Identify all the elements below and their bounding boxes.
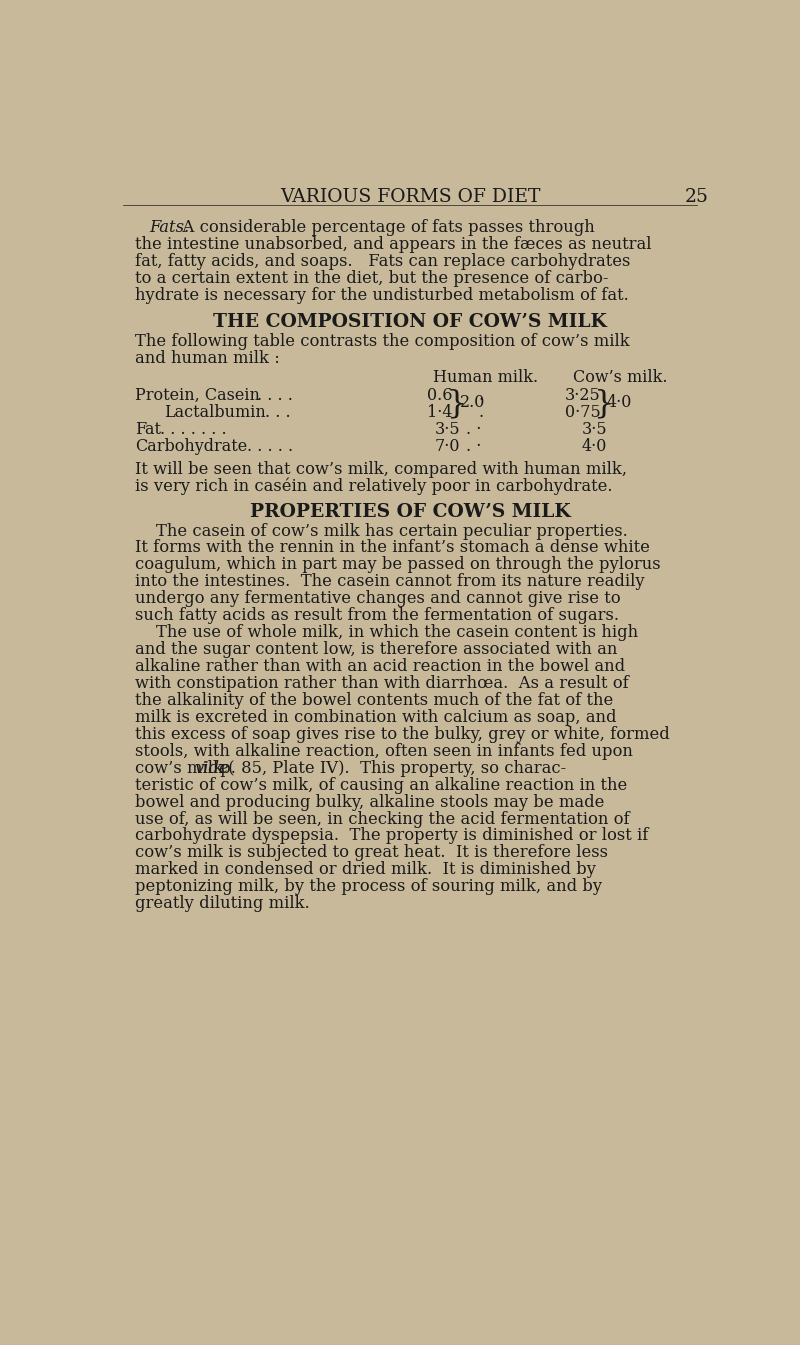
Text: cow’s milk is subjected to great heat.  It is therefore less: cow’s milk is subjected to great heat. I… bbox=[135, 845, 608, 861]
Text: milk is excreted in combination with calcium as soap, and: milk is excreted in combination with cal… bbox=[135, 709, 616, 726]
Text: undergo any fermentative changes and cannot give rise to: undergo any fermentative changes and can… bbox=[135, 590, 621, 608]
Text: The following table contrasts the composition of cow’s milk: The following table contrasts the compos… bbox=[135, 334, 630, 350]
Text: fat, fatty acids, and soaps.   Fats can replace carbohydrates: fat, fatty acids, and soaps. Fats can re… bbox=[135, 253, 630, 270]
Text: greatly diluting milk.: greatly diluting milk. bbox=[135, 896, 310, 912]
Text: It forms with the rennin in the infant’s stomach a dense white: It forms with the rennin in the infant’s… bbox=[135, 539, 650, 557]
Text: alkaline rather than with an acid reaction in the bowel and: alkaline rather than with an acid reacti… bbox=[135, 658, 625, 675]
Text: A considerable percentage of fats passes through: A considerable percentage of fats passes… bbox=[172, 219, 595, 237]
Text: such fatty acids as result from the fermentation of sugars.: such fatty acids as result from the ferm… bbox=[135, 607, 619, 624]
Text: into the intestines.  The casein cannot from its nature readily: into the intestines. The casein cannot f… bbox=[135, 573, 645, 590]
Text: and the sugar content low, is therefore associated with an: and the sugar content low, is therefore … bbox=[135, 642, 618, 658]
Text: . . . .: . . . . bbox=[258, 387, 294, 404]
Text: the alkalinity of the bowel contents much of the fat of the: the alkalinity of the bowel contents muc… bbox=[135, 691, 613, 709]
Text: 3·5: 3·5 bbox=[435, 421, 461, 438]
Text: peptonizing milk, by the process of souring milk, and by: peptonizing milk, by the process of sour… bbox=[135, 878, 602, 896]
Text: with constipation rather than with diarrhœa.  As a result of: with constipation rather than with diarr… bbox=[135, 675, 629, 691]
Text: coagulum, which in part may be passed on through the pylorus: coagulum, which in part may be passed on… bbox=[135, 557, 661, 573]
Text: VARIOUS FORMS OF DIET: VARIOUS FORMS OF DIET bbox=[280, 188, 540, 206]
Text: p. 85, Plate IV).  This property, so charac-: p. 85, Plate IV). This property, so char… bbox=[215, 760, 566, 776]
Text: carbohydrate dyspepsia.  The property is diminished or lost if: carbohydrate dyspepsia. The property is … bbox=[135, 827, 648, 845]
Text: stools, with alkaline reaction, often seen in infants fed upon: stools, with alkaline reaction, often se… bbox=[135, 742, 633, 760]
Text: 0.6: 0.6 bbox=[427, 387, 453, 404]
Text: .: . bbox=[478, 387, 483, 404]
Text: 3·25: 3·25 bbox=[565, 387, 601, 404]
Text: marked in condensed or dried milk.  It is diminished by: marked in condensed or dried milk. It is… bbox=[135, 861, 596, 878]
Text: Cow’s milk.: Cow’s milk. bbox=[573, 369, 667, 386]
Text: 4·0: 4·0 bbox=[607, 394, 632, 412]
Text: 7·0: 7·0 bbox=[435, 438, 460, 455]
Text: The use of whole milk, in which the casein content is high: The use of whole milk, in which the case… bbox=[135, 624, 638, 642]
Text: 25: 25 bbox=[685, 188, 709, 206]
Text: Protein, Casein: Protein, Casein bbox=[135, 387, 260, 404]
Text: cow’s milk (: cow’s milk ( bbox=[135, 760, 234, 776]
Text: Fat: Fat bbox=[135, 421, 161, 438]
Text: . . . . . . .: . . . . . . . bbox=[160, 421, 226, 438]
Text: teristic of cow’s milk, of causing an alkaline reaction in the: teristic of cow’s milk, of causing an al… bbox=[135, 776, 627, 794]
Text: 0·75: 0·75 bbox=[565, 404, 601, 421]
Text: 3·5: 3·5 bbox=[582, 421, 608, 438]
Text: is very rich in caséin and relatively poor in carbohydrate.: is very rich in caséin and relatively po… bbox=[135, 477, 612, 495]
Text: }: } bbox=[447, 389, 467, 420]
Text: }: } bbox=[594, 389, 615, 420]
Text: Human milk.: Human milk. bbox=[434, 369, 538, 386]
Text: The casein of cow’s milk has certain peculiar properties.: The casein of cow’s milk has certain pec… bbox=[135, 522, 628, 539]
Text: Carbohydrate: Carbohydrate bbox=[135, 438, 247, 455]
Text: and human milk :: and human milk : bbox=[135, 350, 280, 367]
Text: PROPERTIES OF COW’S MILK: PROPERTIES OF COW’S MILK bbox=[250, 503, 570, 521]
Text: . ·: . · bbox=[466, 438, 481, 455]
Text: .: . bbox=[478, 404, 483, 421]
Text: 4·0: 4·0 bbox=[582, 438, 607, 455]
Text: . . .: . . . bbox=[265, 404, 290, 421]
Text: vide: vide bbox=[194, 760, 229, 776]
Text: It will be seen that cow’s milk, compared with human milk,: It will be seen that cow’s milk, compare… bbox=[135, 461, 627, 477]
Text: . ·: . · bbox=[466, 421, 481, 438]
Text: . . . . .: . . . . . bbox=[247, 438, 294, 455]
Text: 2.0: 2.0 bbox=[459, 394, 485, 412]
Text: 1·4: 1·4 bbox=[427, 404, 453, 421]
Text: Fats.: Fats. bbox=[149, 219, 189, 237]
Text: Lactalbumin: Lactalbumin bbox=[164, 404, 266, 421]
Text: hydrate is necessary for the undisturbed metabolism of fat.: hydrate is necessary for the undisturbed… bbox=[135, 286, 629, 304]
Text: the intestine unabsorbed, and appears in the fæces as neutral: the intestine unabsorbed, and appears in… bbox=[135, 237, 651, 253]
Text: bowel and producing bulky, alkaline stools may be made: bowel and producing bulky, alkaline stoo… bbox=[135, 794, 604, 811]
Text: this excess of soap gives rise to the bulky, grey or white, formed: this excess of soap gives rise to the bu… bbox=[135, 726, 670, 742]
Text: THE COMPOSITION OF COW’S MILK: THE COMPOSITION OF COW’S MILK bbox=[213, 313, 607, 331]
Text: to a certain extent in the diet, but the presence of carbo-: to a certain extent in the diet, but the… bbox=[135, 270, 608, 286]
Text: use of, as will be seen, in checking the acid fermentation of: use of, as will be seen, in checking the… bbox=[135, 811, 630, 827]
